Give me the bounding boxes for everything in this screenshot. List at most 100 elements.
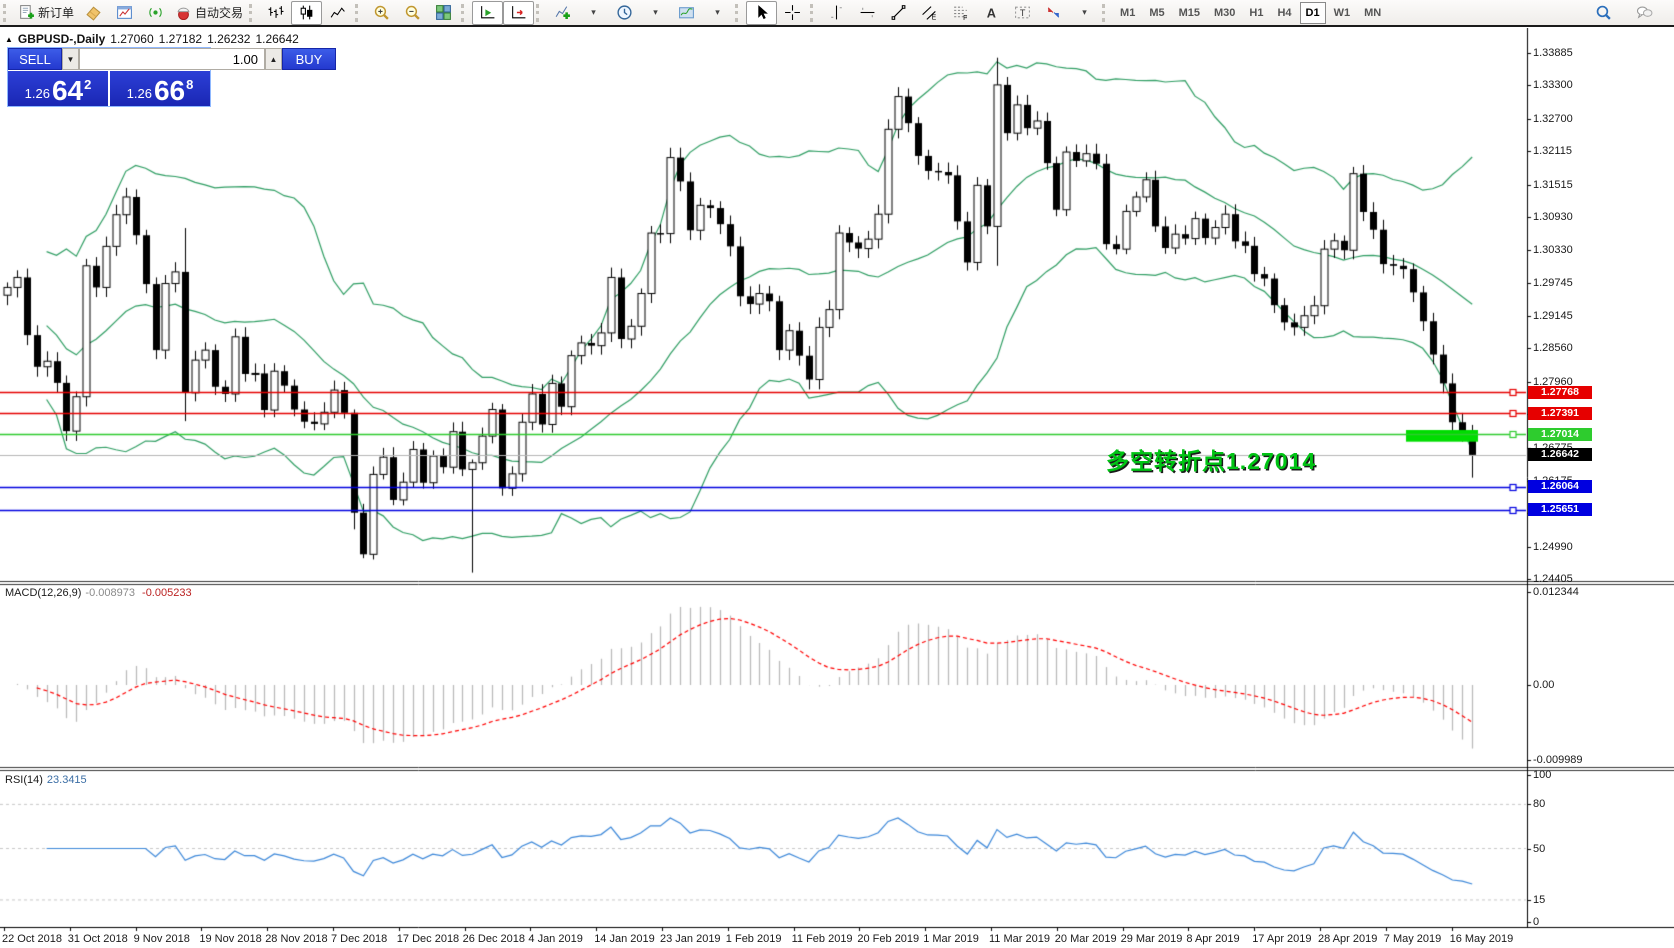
date-axis-label[interactable]: 11 Mar 2019 [989,933,1050,945]
timeframe-mn-button[interactable]: MN [1364,6,1382,19]
indicators-button-dropdown[interactable]: ▾ [591,7,596,17]
auto-scroll-button[interactable] [472,0,504,25]
vertical-line-button[interactable] [821,1,852,25]
timeframe-h4-button[interactable]: H4 [1277,6,1292,19]
ohlc-high: 1.27182 [158,32,203,46]
new-order-button[interactable]: 新订单 [14,1,78,25]
date-axis-label[interactable]: 16 May 2019 [1449,933,1514,945]
indicators-button[interactable] [547,1,578,25]
signals-button[interactable] [140,1,171,25]
rsi-axis-tick: 0 [1533,916,1540,928]
volume-input[interactable] [79,48,265,70]
timeframe-m5-button[interactable]: M5 [1149,6,1165,19]
svg-text:A: A [987,5,996,20]
sell-price-button[interactable]: 1.26 64 2 [8,71,108,106]
buy-button[interactable]: BUY [282,48,336,70]
date-axis-label[interactable]: 22 Oct 2018 [2,933,62,945]
sell-price-prefix: 1.26 [24,86,50,101]
date-axis-label[interactable]: 20 Feb 2019 [857,933,920,945]
crosshair-button[interactable] [777,1,808,25]
sell-price-big: 64 [51,75,84,106]
zoom-in-button[interactable] [366,1,397,25]
toolbar-grip [810,3,817,22]
rsi-axis-tick: 15 [1533,893,1546,906]
symbol-period-label: GBPUSD-,Daily [17,32,106,46]
eraser-button[interactable] [78,1,109,25]
date-axis-label[interactable]: 7 May 2019 [1383,933,1442,945]
rsi-axis-tick: 100 [1533,769,1552,781]
chat-button[interactable] [1629,1,1660,25]
templates-button[interactable] [671,1,702,25]
tile-windows-button[interactable] [428,1,459,25]
search-button[interactable] [1588,1,1619,25]
volume-increase-button[interactable]: ▲ [265,48,282,70]
templates-button-dropdown[interactable]: ▾ [715,7,720,17]
volume-decrease-button[interactable]: ▼ [62,48,79,70]
periods-button[interactable] [609,1,640,25]
date-axis-label[interactable]: 7 Dec 2018 [331,933,388,945]
date-axis-label[interactable]: 29 Mar 2019 [1120,933,1183,945]
auto-trading-button[interactable]: 自动交易 [171,1,247,25]
macd-label: MACD(12,26,9) -0.008973 -0.005233 [5,587,192,599]
pivot-annotation-text[interactable]: 多空转折点1.27014 [1106,448,1317,474]
zoom-out-button[interactable] [397,1,428,25]
zoom-in-icon [374,5,389,20]
sell-button[interactable]: SELL [8,48,62,70]
toolbar-grip [536,3,543,22]
date-axis-label[interactable]: 1 Feb 2019 [725,933,782,945]
timeframe-d1-button[interactable]: D1 [1299,1,1326,24]
candlestick-button[interactable] [291,0,323,25]
date-axis-label[interactable]: 26 Dec 2018 [462,933,525,945]
price-axis-tick: 1.30930 [1533,210,1573,223]
vertical-line-icon [831,5,842,20]
trend-line-button[interactable] [883,1,914,25]
date-axis-label[interactable]: 8 Apr 2019 [1186,933,1240,945]
line-chart-button[interactable] [322,1,353,25]
line-chart-icon [330,7,345,18]
one-click-toggle-arrow[interactable]: ▲ [5,34,13,44]
date-axis-label[interactable]: 28 Apr 2019 [1318,933,1378,945]
bar-chart-button[interactable] [260,1,291,25]
date-axis-label[interactable]: 31 Oct 2018 [67,933,128,945]
date-axis-label[interactable]: 28 Nov 2018 [265,933,328,945]
timeframe-m30-button[interactable]: M30 [1214,6,1236,19]
date-axis-label[interactable]: 14 Jan 2019 [594,933,655,945]
date-axis-label[interactable]: 23 Jan 2019 [660,933,721,945]
price-level-badge-1.27014: 1.27014 [1528,427,1592,441]
timeframe-w1-button[interactable]: W1 [1333,6,1351,19]
new-chart-button[interactable] [109,1,140,25]
equidistant-channel-button[interactable]: E [914,1,945,25]
chart-window: 1.33885 1.33300 1.32700 1.32115 1.31515 1.309… [0,28,1674,948]
date-axis-label[interactable]: 17 Dec 2018 [396,933,460,945]
price-axis-tick: 1.33300 [1533,79,1573,92]
price-chart-canvas[interactable] [0,28,1674,948]
arrows-button[interactable] [1038,1,1069,25]
date-axis-label[interactable]: 19 Nov 2018 [199,933,262,945]
buy-price-button[interactable]: 1.26 66 8 [110,71,210,106]
periods-icon [617,5,632,20]
chart-shift-button[interactable] [503,0,535,25]
date-axis-label[interactable]: 11 Feb 2019 [791,933,853,945]
price-level-badge-1.27768: 1.27768 [1528,385,1592,399]
one-click-trading-panel: SELL ▼ ▲ BUY 1.26 64 2 1.26 66 8 [7,47,336,107]
date-axis-label[interactable]: 4 Jan 2019 [528,933,583,945]
horizontal-line-button[interactable] [852,1,883,25]
text-label-button[interactable]: T [1007,1,1038,25]
text-button[interactable]: A [976,1,1007,25]
tile-windows-icon [436,5,451,20]
date-axis-label[interactable]: 17 Apr 2019 [1252,933,1312,945]
timeframe-h1-button[interactable]: H1 [1249,6,1264,19]
timeframe-m1-button[interactable]: M1 [1120,6,1136,19]
timeframe-m15-button[interactable]: M15 [1178,6,1200,19]
fibonacci-button[interactable]: F [945,1,976,25]
price-level-badge-1.25651: 1.25651 [1528,503,1592,517]
date-axis-label[interactable]: 20 Mar 2019 [1054,933,1117,945]
date-axis-label[interactable]: 9 Nov 2018 [133,933,190,945]
periods-button-dropdown[interactable]: ▾ [653,7,658,17]
cursor-icon [758,5,768,20]
date-axis-label[interactable]: 1 Mar 2019 [923,933,979,945]
trend-line-icon [891,5,906,20]
cursor-button[interactable] [746,0,778,25]
arrows-button-dropdown[interactable]: ▾ [1082,7,1087,17]
